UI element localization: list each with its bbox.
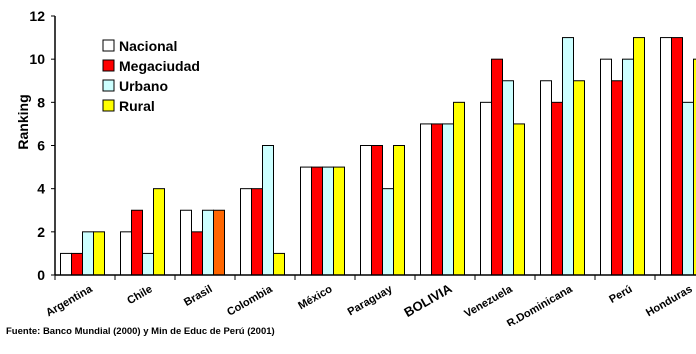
bar-urbano-0 xyxy=(82,231,94,276)
bar-nacional-10 xyxy=(660,37,672,276)
y-tick-label-0: 0 xyxy=(37,267,45,283)
y-tick-label-1: 2 xyxy=(37,224,45,240)
legend-swatch-megaciudad xyxy=(102,59,115,72)
x-tick-label-6: BOLIVIA xyxy=(401,280,455,320)
bar-megaciudad-6 xyxy=(431,123,443,276)
bar-rural-5 xyxy=(393,145,405,276)
y-tick-label-4: 8 xyxy=(37,94,45,110)
bar-megaciudad-7 xyxy=(491,58,503,276)
axes-layer xyxy=(51,15,696,280)
legend-label-urbano: Urbano xyxy=(119,78,168,94)
bar-nacional-9 xyxy=(600,58,612,276)
bar-rural-6 xyxy=(453,101,465,276)
bar-rural-1 xyxy=(153,188,165,276)
x-tick-label-0: Argentina xyxy=(44,283,95,320)
bar-urbano-4 xyxy=(322,166,334,276)
bar-urbano-7 xyxy=(502,80,514,276)
bar-urbano-10 xyxy=(682,101,694,276)
bar-urbano-5 xyxy=(382,188,394,276)
bar-nacional-8 xyxy=(540,80,552,276)
bar-rural-10 xyxy=(693,58,696,276)
bar-megaciudad-2 xyxy=(191,231,203,276)
x-tick-label-4: México xyxy=(296,283,335,312)
bar-urbano-9 xyxy=(622,58,634,276)
bar-rural-4 xyxy=(333,166,345,276)
bar-urbano-3 xyxy=(262,145,274,276)
bar-rural-3 xyxy=(273,252,285,276)
legend-swatch-nacional xyxy=(102,39,115,52)
bar-rural-7 xyxy=(513,123,525,276)
bar-nacional-1 xyxy=(120,231,132,276)
bar-nacional-6 xyxy=(420,123,432,276)
bar-nacional-2 xyxy=(180,209,192,276)
x-tick-label-2: Brasil xyxy=(182,283,214,309)
legend: Nacional Megaciudad Urbano Rural xyxy=(102,38,200,114)
bars-layer xyxy=(60,37,696,276)
y-axis-label: Ranking xyxy=(15,94,31,149)
bar-nacional-7 xyxy=(480,101,492,276)
y-tick-label-2: 4 xyxy=(37,181,45,197)
legend-swatch-urbano xyxy=(102,79,115,92)
bar-nacional-3 xyxy=(240,188,252,276)
bar-nacional-5 xyxy=(360,145,372,276)
legend-swatch-rural xyxy=(102,99,115,112)
source-note: Fuente: Banco Mundial (2000) y Min de Ed… xyxy=(6,326,275,337)
x-tick-label-3: Colombia xyxy=(225,283,275,319)
x-tick-label-5: Paraguay xyxy=(346,283,396,319)
bar-nacional-0 xyxy=(60,252,72,276)
x-tick-label-1: Chile xyxy=(125,283,154,307)
bar-megaciudad-10 xyxy=(671,37,683,276)
y-tick-label-3: 6 xyxy=(37,138,45,154)
bar-megaciudad-5 xyxy=(371,145,383,276)
bar-megaciudad-8 xyxy=(551,101,563,276)
bar-nacional-4 xyxy=(300,166,312,276)
ranking-bar-chart: 0 2 4 6 8 10 12 Argentina Chile Brasil Colombia Mé… xyxy=(15,8,696,326)
bar-megaciudad-1 xyxy=(131,209,143,276)
legend-label-rural: Rural xyxy=(119,98,155,114)
bar-megaciudad-0 xyxy=(71,252,83,276)
bar-megaciudad-9 xyxy=(611,80,623,276)
x-category-labels: Argentina Chile Brasil Colombia México Paragu… xyxy=(44,280,694,326)
bar-urbano-2 xyxy=(202,209,214,276)
legend-label-nacional: Nacional xyxy=(119,38,177,54)
bar-megaciudad-3 xyxy=(251,188,263,276)
x-tick-label-9: Perú xyxy=(607,283,634,306)
bar-rural-0 xyxy=(93,231,105,276)
y-tick-label-6: 12 xyxy=(29,8,45,24)
bar-rural-9 xyxy=(633,37,645,276)
x-tick-label-7: Venezuela xyxy=(462,283,515,320)
bar-rural-2 xyxy=(213,209,225,276)
bar-rural-8 xyxy=(573,80,585,276)
x-tick-label-8: R.Dominicana xyxy=(505,283,575,326)
legend-label-megaciudad: Megaciudad xyxy=(119,58,200,74)
y-tick-label-5: 10 xyxy=(29,51,45,67)
x-tick-label-10: Honduras xyxy=(644,283,694,319)
y-tick-labels: 0 2 4 6 8 10 12 xyxy=(29,8,45,283)
bar-megaciudad-4 xyxy=(311,166,323,276)
bar-urbano-6 xyxy=(442,123,454,276)
bar-urbano-8 xyxy=(562,37,574,276)
bar-urbano-1 xyxy=(142,252,154,276)
